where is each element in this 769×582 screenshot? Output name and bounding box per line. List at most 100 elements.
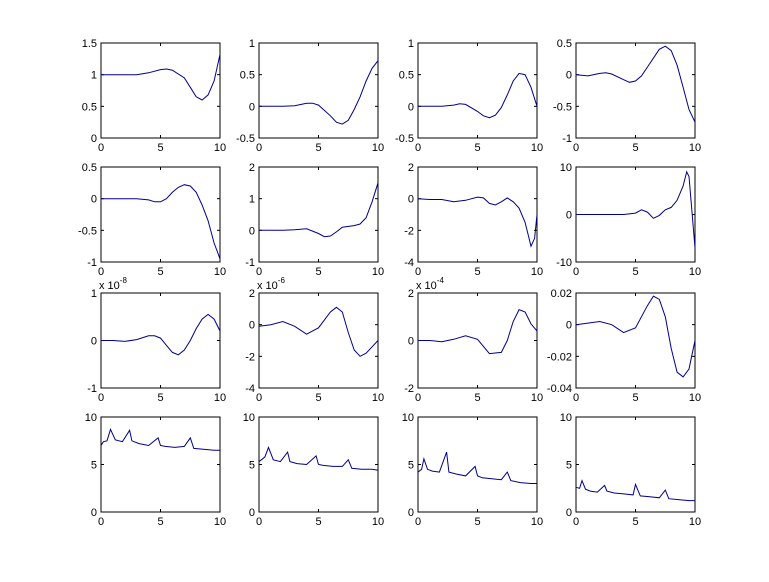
subplot-4: 0 5 10 -1 -0.5 0 0.5	[553, 38, 701, 154]
x-tick-label: 0	[256, 142, 262, 154]
subplot-16: 0 5 10 0 5 10	[560, 412, 701, 528]
series-line-1	[258, 446, 379, 471]
x-tick-label: 5	[632, 266, 638, 278]
x-tick-label: 0	[415, 392, 421, 404]
x-tick-label: 10	[214, 142, 226, 154]
series-line-1	[575, 479, 695, 502]
x-tick-label: 10	[689, 266, 701, 278]
y-tick-label: 0	[91, 133, 97, 145]
axes-box	[575, 42, 696, 139]
y-tick-label: -2	[245, 351, 255, 363]
y-tick-label: 0	[91, 507, 97, 519]
subplot-1: 0 5 10 0 0.5 1 1.5	[82, 38, 226, 154]
subplot-7: 0 5 10 -4 -2 0 2	[404, 162, 543, 278]
y-tick-label: 2	[249, 162, 255, 174]
y-tick-label: 5	[91, 460, 97, 472]
y-tick-label: 0	[408, 507, 414, 519]
x-tick-label: 5	[315, 392, 321, 404]
y-tick-label: 0	[408, 336, 414, 348]
y-tick-label: -0.04	[547, 383, 572, 395]
x-tick-label: 0	[573, 516, 579, 528]
x-tick-label: 5	[632, 516, 638, 528]
y-tick-label: -0.5	[395, 133, 414, 145]
axes-box	[100, 292, 221, 389]
axes-box	[575, 416, 696, 513]
y-tick-label: -0.5	[553, 101, 572, 113]
x-tick-label: 5	[474, 142, 480, 154]
y-tick-label: 1	[249, 38, 255, 50]
exponent-power: -4	[437, 276, 445, 285]
y-tick-label: 10	[402, 412, 414, 424]
x-tick-label: 5	[157, 392, 163, 404]
series-line-1	[417, 451, 537, 484]
axes-box	[100, 166, 221, 263]
axes-box	[575, 292, 696, 389]
x-tick-label: 0	[415, 142, 421, 154]
exponent-label: x 10-6	[257, 276, 285, 292]
y-tick-label: 0	[249, 507, 255, 519]
exponent-label: x 10-4	[416, 276, 444, 292]
y-tick-label: 1	[408, 38, 414, 50]
series-line-1	[100, 428, 220, 451]
y-tick-label: 0	[566, 320, 572, 332]
x-tick-label: 5	[632, 392, 638, 404]
subplot-2: 0 5 10-0.500.51	[236, 38, 384, 154]
y-tick-label: 0.5	[399, 70, 414, 82]
exponent-label: x 10-8	[99, 276, 127, 292]
x-tick-label: 10	[531, 142, 543, 154]
x-tick-label: 10	[214, 392, 226, 404]
x-tick-label: 0	[98, 266, 104, 278]
series-line-1	[101, 54, 221, 101]
y-tick-label: -0.5	[78, 225, 97, 237]
subplot-14: 0 5 10 0 5 10	[243, 412, 384, 528]
y-tick-label: 0	[249, 225, 255, 237]
y-tick-label: -0.02	[547, 351, 572, 363]
y-tick-label: 5	[408, 460, 414, 472]
x-tick-label: 10	[689, 516, 701, 528]
y-tick-label: 1	[91, 288, 97, 300]
exponent-power: -6	[278, 276, 286, 285]
series-line-1	[101, 184, 221, 259]
series-line-1	[576, 170, 696, 248]
x-tick-label: 10	[372, 266, 384, 278]
axes-box	[258, 292, 379, 389]
y-tick-label: 2	[249, 288, 255, 300]
x-tick-label: 0	[98, 142, 104, 154]
series-line-1	[575, 45, 696, 123]
subplot-12: 0 5 10 -0.04 -0.02 0 0.02	[547, 288, 701, 404]
y-tick-label: 5	[249, 460, 255, 472]
y-tick-label: 0.02	[551, 288, 572, 300]
x-tick-label: 0	[98, 516, 104, 528]
y-tick-label: 0.5	[82, 101, 97, 113]
x-tick-label: 0	[256, 516, 262, 528]
x-tick-label: 0	[98, 392, 104, 404]
exponent-base: x 10	[99, 280, 120, 292]
x-tick-label: 10	[372, 142, 384, 154]
series-line-1	[418, 308, 538, 355]
y-tick-label: 0	[408, 101, 414, 113]
series-line-1	[258, 306, 379, 357]
y-tick-label: 10	[560, 412, 572, 424]
axes-box	[417, 416, 538, 513]
series-line-1	[575, 295, 696, 378]
y-tick-label: 0	[249, 320, 255, 332]
y-tick-label: -1	[562, 133, 572, 145]
x-tick-label: 5	[315, 266, 321, 278]
y-tick-label: 10	[85, 412, 97, 424]
subplot-3: 0 5 10-0.500.51	[395, 38, 543, 154]
subplot-5: 0 5 10 -1 -0.5 0 0.5	[78, 162, 226, 278]
x-tick-label: 5	[157, 266, 163, 278]
exponent-power: -8	[120, 276, 128, 285]
x-tick-label: 0	[573, 142, 579, 154]
y-tick-label: 0	[91, 194, 97, 206]
x-tick-label: 0	[256, 392, 262, 404]
x-tick-label: 10	[531, 516, 543, 528]
x-tick-label: 0	[573, 266, 579, 278]
x-tick-label: 5	[474, 392, 480, 404]
y-tick-label: 0	[566, 210, 572, 222]
